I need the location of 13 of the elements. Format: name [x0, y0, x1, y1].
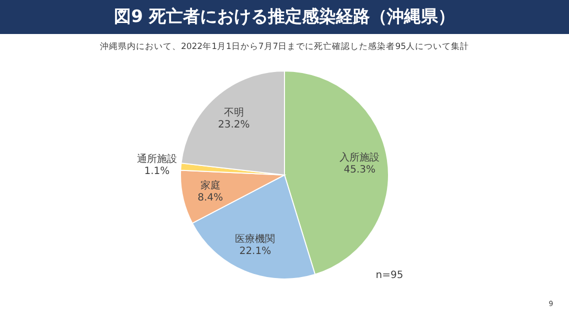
text: n=95: [376, 270, 404, 281]
data-label: 23.2%: [218, 119, 250, 130]
chart-subtitle: 沖縄県内において、2022年1月1日から7月7日までに死亡確認した感染者95人について集計: [100, 41, 470, 52]
slice-label: 医療機関: [235, 233, 276, 246]
slice-label: 入所施設: [340, 152, 380, 164]
slice-label: 家庭: [200, 179, 220, 192]
data-label: 45.3%: [344, 164, 376, 176]
data-label: 1.1%: [144, 166, 170, 177]
slice-label: 通所施設: [136, 152, 177, 165]
slice-label: 不明: [224, 107, 244, 118]
data-label: 22.1%: [239, 246, 272, 258]
data-label: 8.4%: [198, 192, 224, 204]
chart-title: 図9 死亡者における推定感染経路（沖縄県）: [114, 7, 455, 27]
